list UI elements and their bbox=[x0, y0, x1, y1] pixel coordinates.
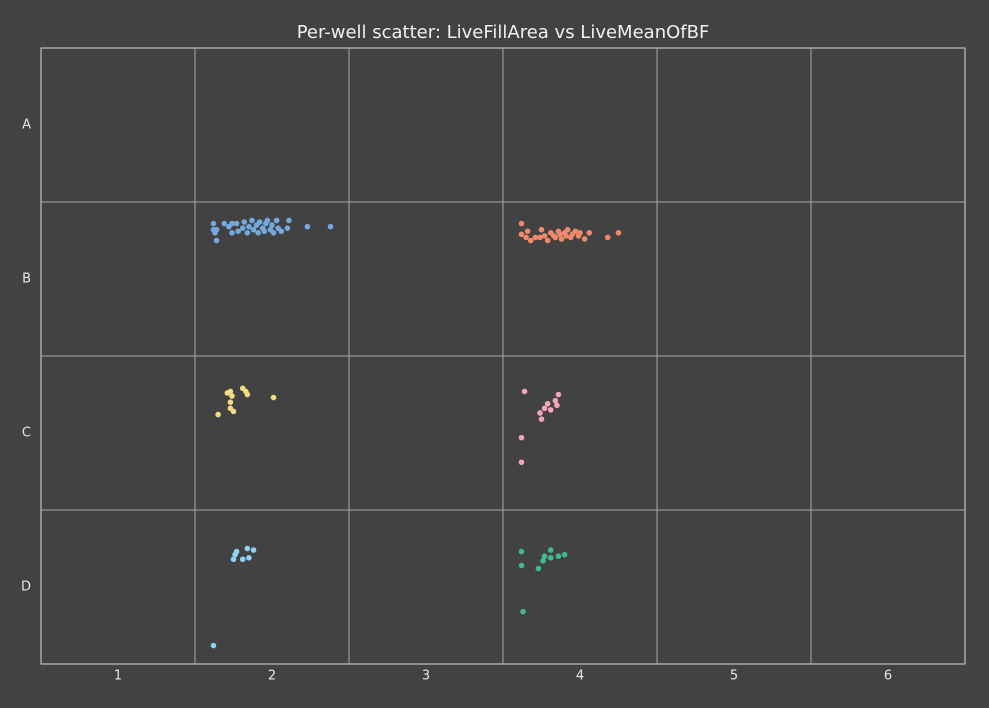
point bbox=[523, 234, 529, 241]
point bbox=[537, 410, 543, 416]
point bbox=[261, 228, 268, 235]
point bbox=[561, 551, 568, 558]
point bbox=[538, 416, 545, 422]
point bbox=[604, 234, 611, 241]
chart-title: Per-well scatter: LiveFillArea vs LiveMe… bbox=[297, 22, 710, 43]
point bbox=[221, 220, 228, 227]
point bbox=[233, 220, 240, 227]
x-tick-label: 1 bbox=[114, 669, 122, 684]
point bbox=[564, 226, 571, 233]
point bbox=[210, 642, 217, 649]
point bbox=[581, 236, 588, 242]
point bbox=[229, 220, 235, 227]
point bbox=[538, 226, 545, 233]
point bbox=[278, 228, 285, 235]
point bbox=[215, 411, 221, 418]
point bbox=[327, 223, 334, 230]
point bbox=[229, 393, 235, 399]
point bbox=[544, 400, 551, 407]
point bbox=[244, 545, 251, 552]
point bbox=[554, 402, 560, 409]
point bbox=[558, 236, 565, 242]
point bbox=[229, 230, 235, 236]
point bbox=[239, 225, 246, 231]
point bbox=[241, 219, 248, 225]
point bbox=[541, 233, 548, 239]
x-tick-label: 5 bbox=[730, 669, 738, 684]
point bbox=[255, 230, 261, 236]
point bbox=[518, 548, 525, 555]
point bbox=[521, 388, 528, 395]
point bbox=[563, 233, 569, 239]
point bbox=[210, 220, 217, 227]
point bbox=[544, 237, 551, 244]
point bbox=[557, 231, 563, 238]
point bbox=[555, 553, 562, 559]
point bbox=[518, 434, 525, 441]
point bbox=[524, 228, 531, 235]
point bbox=[239, 556, 246, 563]
point bbox=[227, 388, 234, 395]
point bbox=[213, 226, 220, 233]
point bbox=[547, 554, 554, 561]
y-tick-label: B bbox=[22, 272, 31, 287]
y-tick-label: D bbox=[21, 580, 31, 595]
x-tick-label: 4 bbox=[576, 669, 584, 684]
point bbox=[304, 223, 311, 230]
point bbox=[552, 397, 559, 404]
point bbox=[518, 231, 525, 238]
point bbox=[547, 407, 554, 413]
point bbox=[230, 408, 237, 415]
point bbox=[577, 230, 583, 236]
point bbox=[535, 565, 542, 572]
point bbox=[552, 234, 559, 241]
point bbox=[270, 230, 277, 236]
point bbox=[269, 222, 275, 228]
point bbox=[270, 394, 277, 401]
point bbox=[213, 237, 220, 244]
point bbox=[615, 230, 622, 236]
point bbox=[541, 405, 548, 412]
point bbox=[246, 554, 252, 561]
x-tick-label: 3 bbox=[422, 669, 430, 684]
point bbox=[273, 217, 280, 224]
point bbox=[518, 459, 525, 466]
point bbox=[286, 217, 292, 224]
y-tick-label: A bbox=[22, 118, 31, 133]
point bbox=[284, 225, 291, 231]
point bbox=[256, 219, 263, 225]
point bbox=[540, 558, 546, 564]
point bbox=[246, 223, 252, 230]
point bbox=[518, 220, 525, 227]
x-tick-label: 6 bbox=[884, 669, 892, 684]
y-tick-label: C bbox=[22, 426, 31, 441]
x-tick-label: 2 bbox=[268, 669, 276, 684]
point bbox=[520, 608, 526, 615]
point bbox=[586, 230, 593, 236]
point bbox=[541, 553, 548, 559]
point bbox=[250, 547, 257, 553]
point bbox=[527, 237, 534, 244]
point bbox=[232, 551, 238, 558]
point bbox=[547, 547, 554, 553]
point bbox=[537, 234, 543, 241]
point bbox=[518, 562, 525, 569]
point bbox=[227, 399, 234, 406]
point bbox=[250, 226, 257, 233]
point bbox=[572, 228, 579, 235]
point bbox=[235, 228, 241, 235]
point bbox=[249, 217, 255, 224]
point bbox=[264, 217, 271, 224]
point bbox=[244, 391, 251, 398]
point bbox=[555, 391, 562, 398]
point bbox=[244, 230, 251, 236]
point bbox=[230, 556, 237, 563]
point bbox=[532, 234, 539, 241]
